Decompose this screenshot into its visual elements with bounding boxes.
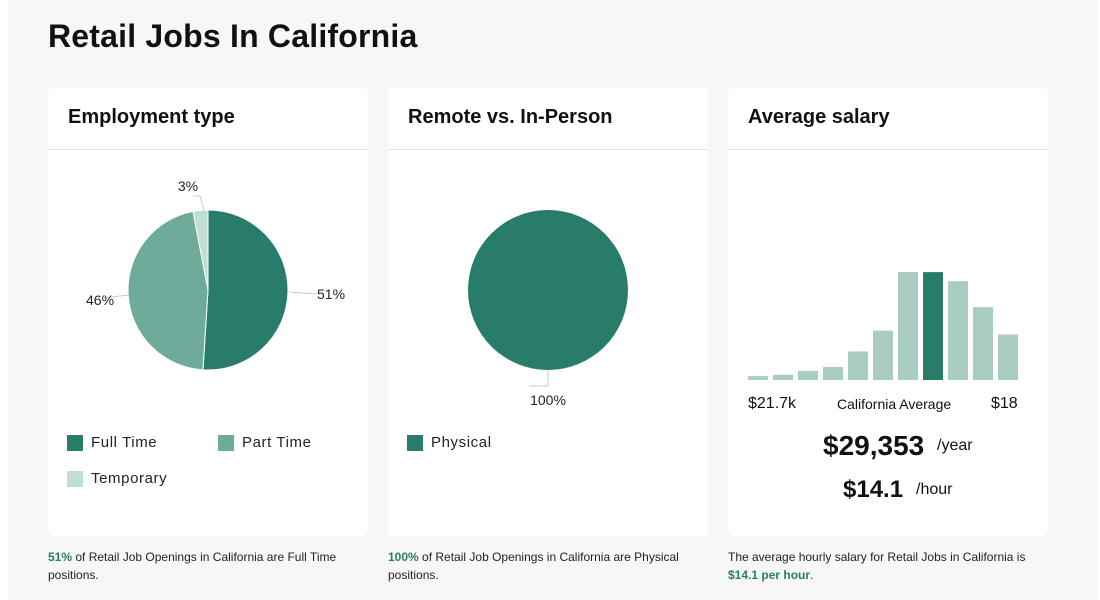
legend-temporary: Temporary	[67, 470, 167, 487]
hourly-unit: /hour	[916, 481, 953, 498]
employment-pie-chart: 51% 46% 3%	[86, 178, 345, 371]
legend-full-time: Full Time	[67, 434, 157, 451]
salary-bar	[973, 307, 993, 380]
card-header: Employment type	[48, 88, 368, 150]
salary-bar	[823, 367, 843, 380]
pie-label-leader-line	[193, 195, 205, 211]
caption-suffix: .	[810, 568, 814, 582]
card-title: Employment type	[68, 106, 235, 128]
pie-label-leader-line	[529, 370, 549, 387]
caption-highlight: 51%	[48, 550, 73, 564]
pie-slice-full-time	[202, 209, 289, 371]
pie-data-label: 51%	[317, 286, 345, 302]
page-title: Retail Jobs In California	[48, 18, 418, 54]
salary-bar	[848, 351, 868, 380]
legend-label: Physical	[431, 434, 492, 451]
salary-histogram	[748, 272, 1018, 380]
page: Retail Jobs In California Employment typ…	[8, 0, 1098, 600]
card-title: Remote vs. In-Person	[408, 106, 613, 128]
salary-average-label: California Average	[837, 396, 952, 412]
legend-part-time: Part Time	[218, 434, 312, 451]
yearly-unit: /year	[937, 437, 973, 454]
legend-physical: Physical	[407, 434, 492, 451]
salary-bar	[748, 376, 768, 380]
pie-data-label: 3%	[178, 178, 198, 194]
pie-slice-physical	[468, 210, 628, 370]
legend-swatch	[218, 434, 234, 451]
remote-vs-in-person-card: Remote vs. In-Person 100% Physical	[388, 88, 708, 536]
pie-label-leader-line	[288, 291, 317, 295]
remote-caption: 100% of Retail Job Openings in Californi…	[388, 548, 708, 584]
legend-swatch	[407, 434, 423, 451]
salary-bar	[798, 370, 818, 380]
card-body: 100% Physical	[388, 150, 708, 536]
legend-swatch	[67, 434, 83, 451]
salary-bar	[948, 281, 968, 380]
salary-bar	[898, 272, 918, 380]
legend-swatch	[67, 470, 83, 487]
card-body: 51% 46% 3% Full Time Part Time Temporary	[48, 150, 368, 536]
pie-slice-temporary	[192, 209, 209, 291]
caption-highlight: 100%	[388, 550, 419, 564]
pie-data-label: 100%	[530, 392, 566, 408]
salary-max-label: $18	[991, 395, 1018, 412]
card-header: Average salary	[728, 88, 1048, 150]
card-title: Average salary	[748, 106, 890, 128]
employment-type-card: Employment type 51% 46% 3% Full Time Part …	[48, 88, 368, 536]
legend-label: Temporary	[91, 470, 168, 487]
card-body: $21.7k California Average $18 $29,353 /y…	[728, 150, 1048, 536]
salary-min-label: $21.7k	[748, 395, 797, 412]
average-salary-card: Average salary $21.7k California Average…	[728, 88, 1048, 536]
caption-text: of Retail Job Openings in California are…	[48, 550, 337, 582]
salary-bar	[998, 334, 1018, 380]
salary-bar	[773, 374, 793, 380]
pie-slice-part-time	[127, 210, 209, 371]
caption-highlight: $14.1 per hour	[728, 568, 811, 582]
salary-bar	[873, 330, 893, 380]
salary-bar-average	[923, 272, 943, 380]
remote-pie-chart: 100%	[468, 210, 628, 408]
legend-label: Part Time	[242, 434, 312, 451]
caption-text: The average hourly salary for Retail Job…	[728, 550, 1026, 564]
card-header: Remote vs. In-Person	[388, 88, 708, 150]
yearly-salary: $29,353	[823, 430, 925, 461]
pie-data-label: 46%	[86, 292, 114, 308]
pie-label-leader-line	[103, 294, 129, 299]
employment-caption: 51% of Retail Job Openings in California…	[48, 548, 368, 584]
salary-caption: The average hourly salary for Retail Job…	[728, 548, 1048, 584]
hourly-salary: $14.1	[843, 476, 904, 503]
legend-label: Full Time	[91, 434, 158, 451]
caption-text: of Retail Job Openings in California are…	[388, 550, 679, 582]
